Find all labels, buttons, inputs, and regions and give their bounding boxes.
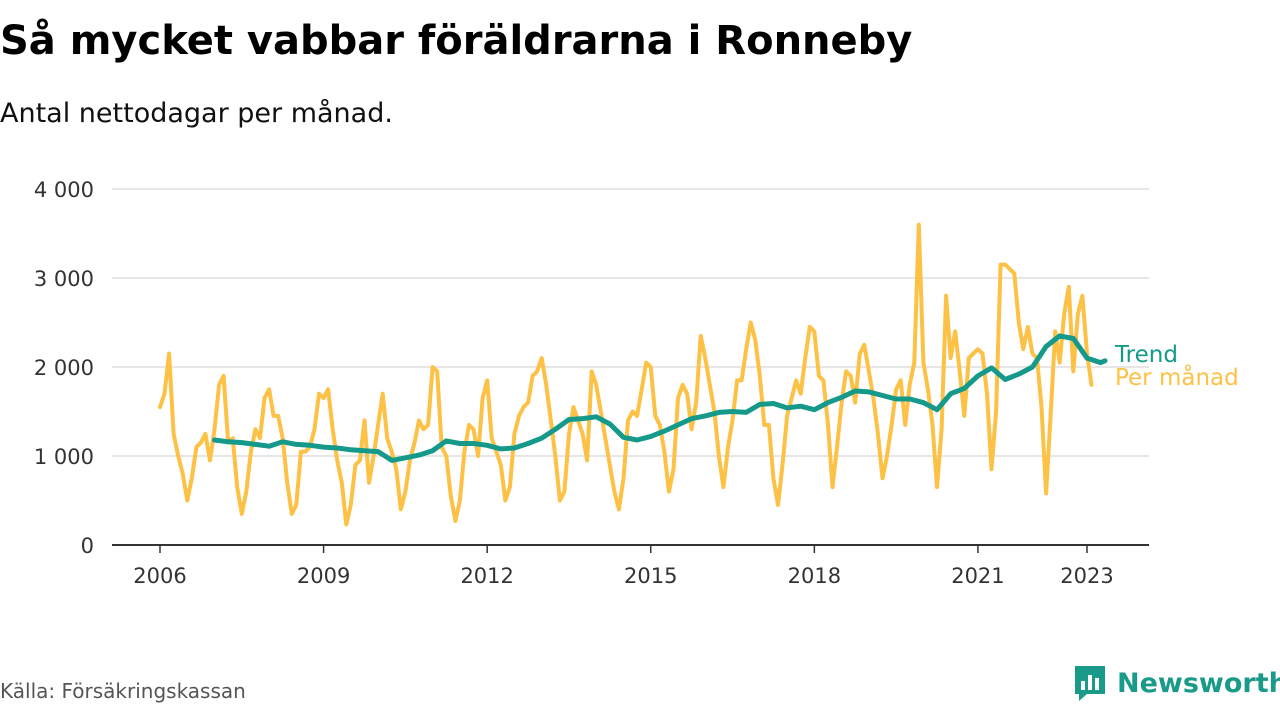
x-tick-label-2009: 2009 <box>297 564 350 588</box>
brand-logo[interactable]: Newsworthy <box>1073 664 1280 702</box>
series-label-per-manad: Per månad <box>1115 363 1239 391</box>
x-axis: 2006 2009 2012 2015 2018 2021 2023 <box>112 544 1149 588</box>
series-line-per-manad <box>158 222 1094 527</box>
x-tick-label-2006: 2006 <box>133 564 186 588</box>
series-label-trend: Trend <box>1114 342 1178 368</box>
y-tick-label-1000: 1 000 <box>34 445 94 469</box>
x-tick-label-2021: 2021 <box>951 564 1004 588</box>
y-tick-label-3000: 3 000 <box>34 267 94 291</box>
chart-subtitle: Antal nettodagar per månad. <box>0 98 393 129</box>
x-tick-label-2015: 2015 <box>624 564 677 588</box>
x-tick-label-2012: 2012 <box>460 564 513 588</box>
brand-name: Newsworthy <box>1117 667 1280 699</box>
series-line-trend <box>212 333 1108 463</box>
y-tick-labels: 0 1 000 2 000 3 000 4 000 <box>34 178 94 558</box>
chart-title: Så mycket vabbar föräldrarna i Ronneby <box>0 18 913 64</box>
x-tick-label-2023: 2023 <box>1060 564 1113 588</box>
y-tick-label-0: 0 <box>81 534 94 558</box>
newsworthy-logo-icon <box>1075 666 1105 701</box>
x-tick-label-2018: 2018 <box>788 564 841 588</box>
source-note: Källa: Försäkringskassan <box>0 679 246 703</box>
y-tick-label-4000: 4 000 <box>34 178 94 202</box>
y-tick-label-2000: 2 000 <box>34 356 94 380</box>
series-lines <box>158 222 1108 527</box>
